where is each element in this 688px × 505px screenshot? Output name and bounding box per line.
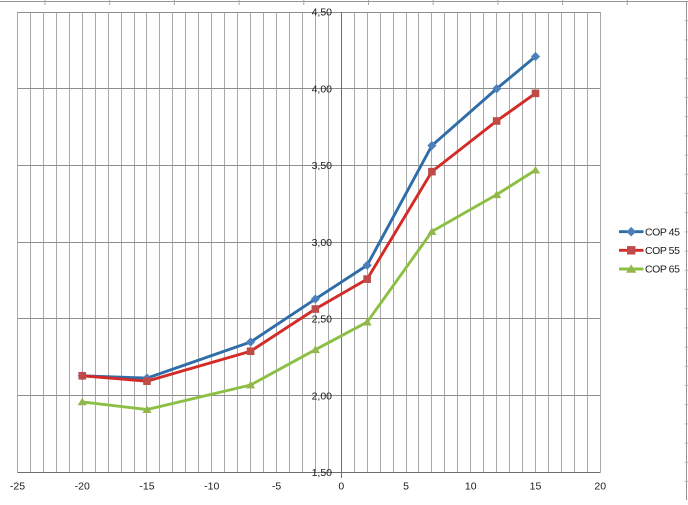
svg-text:3,00: 3,00 xyxy=(312,237,333,249)
svg-text:-10: -10 xyxy=(204,481,219,493)
svg-text:-20: -20 xyxy=(75,481,90,493)
svg-text:COP 65: COP 65 xyxy=(645,264,680,276)
svg-text:3,50: 3,50 xyxy=(312,160,333,172)
svg-text:COP 55: COP 55 xyxy=(645,245,680,257)
svg-text:0: 0 xyxy=(338,481,344,493)
svg-text:2,50: 2,50 xyxy=(312,314,333,326)
svg-text:20: 20 xyxy=(594,481,606,493)
svg-text:4,50: 4,50 xyxy=(312,7,333,19)
svg-text:COP 45: COP 45 xyxy=(645,226,680,238)
svg-text:10: 10 xyxy=(465,481,477,493)
svg-text:2,00: 2,00 xyxy=(312,390,333,402)
svg-text:4,00: 4,00 xyxy=(312,83,333,95)
svg-text:-5: -5 xyxy=(272,481,281,493)
svg-text:15: 15 xyxy=(530,481,542,493)
svg-text:-15: -15 xyxy=(139,481,154,493)
svg-text:1,50: 1,50 xyxy=(312,467,333,479)
svg-text:-25: -25 xyxy=(10,481,25,493)
svg-text:5: 5 xyxy=(403,481,409,493)
